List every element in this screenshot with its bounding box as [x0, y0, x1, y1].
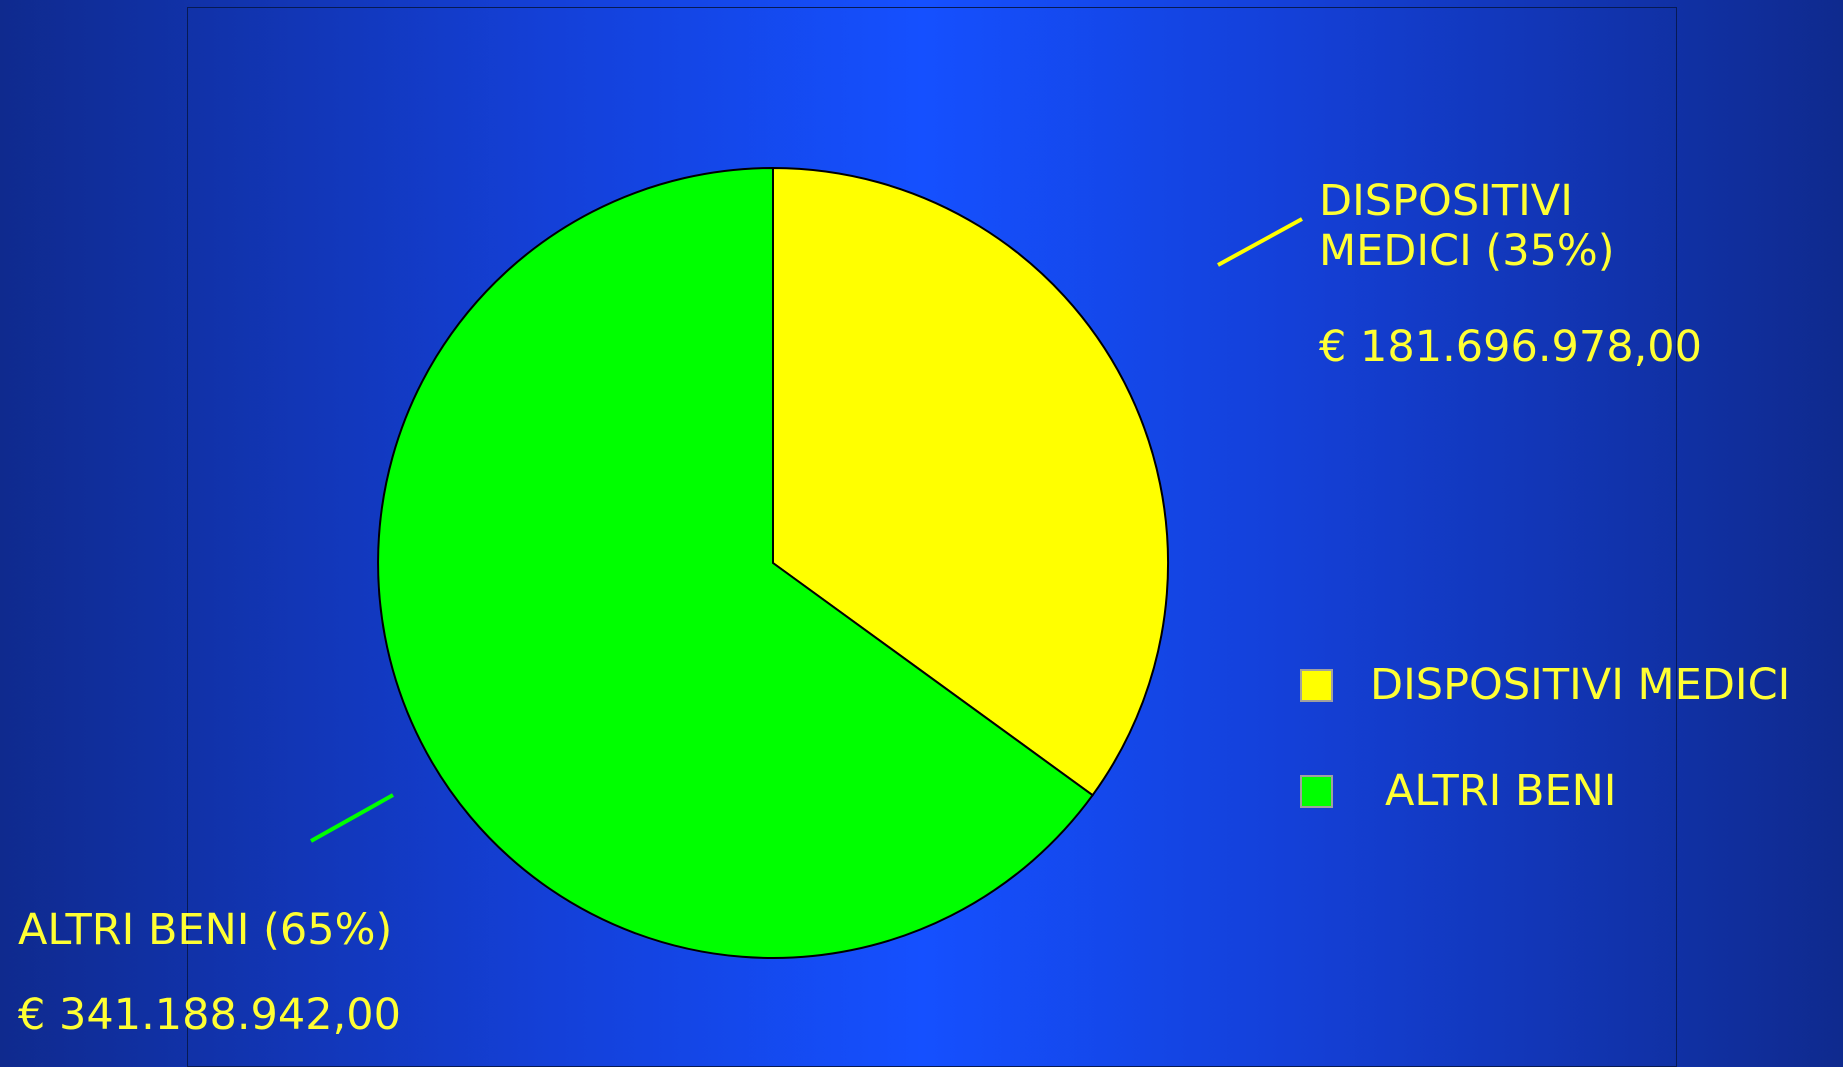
leader-line-altri-beni	[310, 793, 394, 843]
legend-item-altri-beni: ALTRI BENI	[1300, 766, 1616, 816]
slice-label-dispositivi-medici: DISPOSITIVI MEDICI (35%)	[1319, 176, 1615, 276]
pie-slice-altri-beni	[377, 166, 1094, 959]
legend-item-dispositivi-medici: DISPOSITIVI MEDICI	[1300, 660, 1790, 710]
legend-swatch-yellow	[1300, 668, 1333, 702]
legend-label: ALTRI BENI	[1385, 766, 1617, 816]
slice-label-line-1: DISPOSITIVI	[1319, 176, 1573, 226]
pie-slice-dispositivi-medici	[772, 166, 1170, 797]
slice-label-altri-beni: ALTRI BENI (65%)	[18, 905, 393, 955]
legend-swatch-green	[1300, 774, 1333, 808]
slice-label-line-2: MEDICI (35%)	[1319, 226, 1615, 276]
leader-line-dispositivi-medici	[1217, 217, 1303, 267]
legend-label: DISPOSITIVI MEDICI	[1370, 660, 1791, 710]
slice-value-dispositivi-medici: € 181.696.978,00	[1319, 322, 1702, 372]
slice-value-altri-beni: € 341.188.942,00	[18, 990, 401, 1040]
